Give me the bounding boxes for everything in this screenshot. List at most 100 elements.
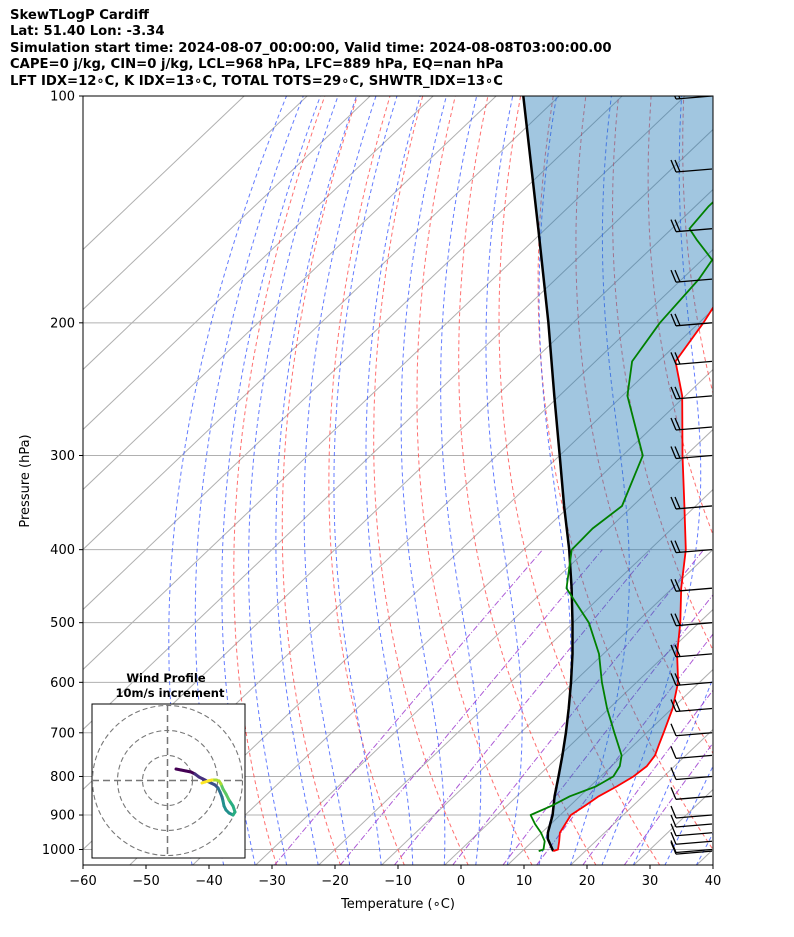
- wind-barb-flag: [670, 578, 677, 592]
- wind-barb-shaft: [675, 395, 713, 400]
- wind-barb-flag: [670, 313, 677, 327]
- dry-adiabat: [498, 96, 661, 865]
- mixing-ratio-line: [339, 549, 603, 865]
- wind-barb-flag: [674, 540, 681, 553]
- moist-adiabat: [168, 96, 287, 865]
- wind-barb: [670, 699, 713, 713]
- wind-barb-shaft: [675, 850, 713, 855]
- wind-barb-flag: [670, 840, 677, 853]
- wind-barb: [670, 673, 713, 686]
- isotherm-line: [317, 488, 713, 865]
- mixing-ratio-line: [393, 549, 652, 865]
- simulation-times: Simulation start time: 2024-08-07_00:00:…: [10, 40, 612, 56]
- wind-barb-shaft: [675, 228, 713, 233]
- isotherm-line: [191, 368, 713, 865]
- isotherm-line: [83, 96, 686, 671]
- x-tick-label: 40: [705, 874, 722, 889]
- wind-barb-flag: [674, 159, 681, 172]
- wind-barb-flag: [674, 313, 681, 326]
- wind-barb-shaft: [675, 549, 713, 554]
- wind-barb: [670, 417, 713, 431]
- axes: −60 −50 −40 −30 −20 −10 0 10 20 30 40 1000 900 800 700…: [18, 90, 721, 913]
- wind-barb: [670, 313, 713, 327]
- moist-adiabat: [248, 96, 339, 865]
- y-tick-label: 800: [50, 770, 75, 785]
- moist-adiabat: [632, 676, 713, 865]
- wind-barb: [670, 644, 713, 658]
- wind-barb-flag: [674, 269, 681, 283]
- x-tick-label: 30: [642, 874, 659, 889]
- wind-barb: [670, 823, 713, 837]
- stability-indices-temperature: LFT IDX=12∘C, K IDX=13∘C, TOTAL TOTS=29∘…: [10, 73, 503, 89]
- wind-barb-flag: [670, 446, 677, 459]
- x-tick-label: −10: [384, 874, 411, 889]
- dry-adiabat: [233, 96, 326, 865]
- moist-adiabat: [365, 96, 421, 865]
- y-tick-label: 1000: [42, 843, 75, 858]
- hodograph-trace-segment: [200, 780, 207, 785]
- wind-barb: [670, 767, 713, 781]
- wind-barb: [670, 578, 713, 592]
- wind-barb-flag: [674, 96, 677, 100]
- moist-adiabat: [303, 96, 377, 865]
- isotherm-line: [254, 428, 713, 865]
- dry-adiabat: [716, 96, 794, 866]
- wind-barb: [670, 746, 713, 760]
- wind-barbs: [670, 96, 713, 855]
- wind-barb-flag: [670, 699, 677, 712]
- wind-barb-shaft: [675, 454, 713, 460]
- wind-barb-shaft: [675, 168, 713, 173]
- wind-barb-flag: [670, 496, 677, 510]
- dry-adiabat: [416, 96, 533, 865]
- isotherm-line: [83, 96, 245, 251]
- wind-barb-flag: [670, 831, 677, 845]
- y-tick-label: 900: [50, 809, 75, 824]
- isotherm-line: [443, 608, 713, 865]
- wind-barb: [670, 840, 713, 854]
- wind-barb-flag: [674, 386, 681, 399]
- moist-adiabat: [601, 96, 702, 865]
- wind-barb-flag: [670, 767, 677, 780]
- wind-barb-shaft: [675, 848, 713, 854]
- wind-barb: [670, 159, 713, 173]
- wind-barb: [670, 814, 713, 828]
- dry-adiabat: [458, 96, 597, 865]
- y-tick-label: 300: [50, 449, 75, 464]
- reference-lines: [168, 96, 794, 866]
- isotherm-line: [83, 96, 308, 311]
- wind-barb-flag: [670, 746, 677, 759]
- moist-adiabat: [569, 96, 630, 865]
- isotherm-line: [569, 728, 713, 865]
- wind-barb: [670, 352, 713, 366]
- x-tick-label: −40: [195, 874, 222, 889]
- y-tick-label: 100: [50, 90, 75, 105]
- wind-barb-flag: [670, 823, 677, 836]
- moist-adiabat: [485, 96, 523, 865]
- wind-barb-flag: [670, 723, 677, 737]
- wind-barb-shaft: [675, 832, 713, 837]
- wind-barb-shaft: [675, 775, 713, 781]
- isotherm-line: [83, 96, 434, 431]
- chart-title: SkewTLogP Cardiff: [10, 8, 149, 23]
- wind-barb-shaft: [675, 653, 713, 658]
- dry-adiabat: [537, 96, 713, 851]
- x-tick-label: 0: [457, 874, 465, 889]
- wind-barb-flag: [674, 673, 681, 686]
- wind-barb-shaft: [675, 754, 713, 760]
- wind-barb-shaft: [675, 505, 713, 510]
- hodograph-plot: [92, 704, 245, 858]
- x-tick-label: −60: [69, 874, 96, 889]
- moist-adiabat: [664, 764, 713, 865]
- wind-barb-flag: [674, 496, 681, 509]
- y-tick-label: 600: [50, 676, 75, 691]
- dry-adiabat: [749, 96, 794, 866]
- wind-barb-shaft: [675, 278, 713, 283]
- wind-barb-flag: [670, 159, 677, 173]
- wind-barb-flag: [670, 613, 677, 626]
- moist-adiabat: [400, 96, 447, 865]
- cape-area: [523, 96, 713, 852]
- wind-barb-flag: [674, 219, 681, 232]
- isotherm-line: [83, 96, 623, 611]
- moist-adiabat: [194, 96, 304, 865]
